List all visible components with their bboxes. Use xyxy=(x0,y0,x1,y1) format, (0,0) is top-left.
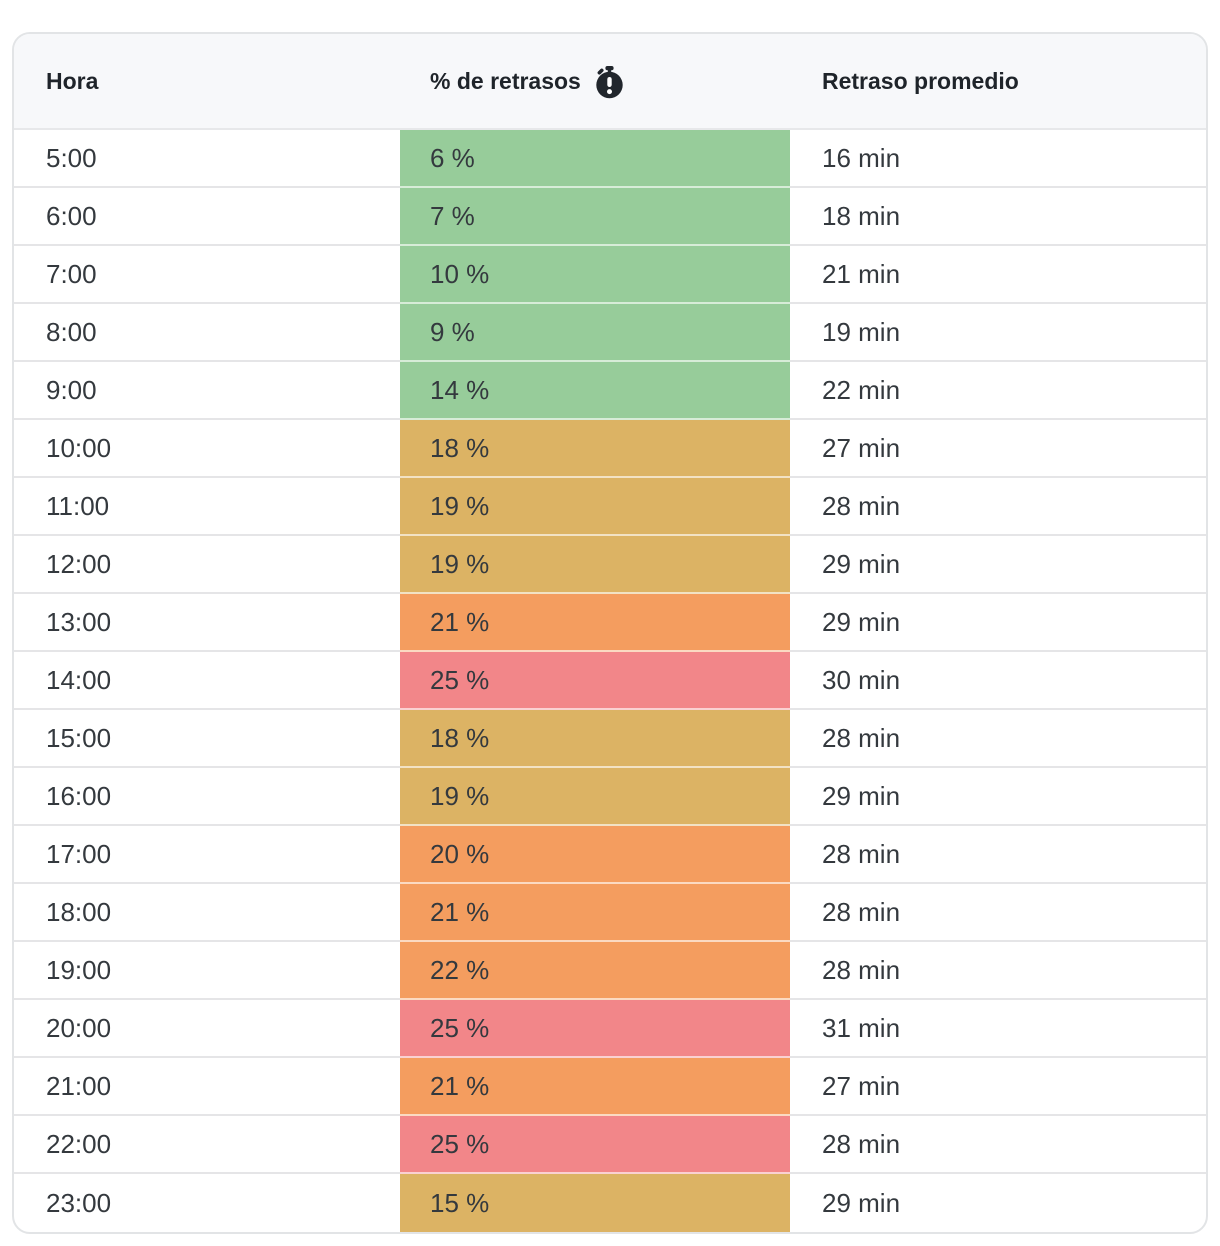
avg-delay-cell: 28 min xyxy=(790,942,1206,1000)
delay-pct-cell: 21 % xyxy=(400,1058,790,1116)
table-row: 9:00 14 % 22 min xyxy=(14,362,1206,420)
hour-cell: 21:00 xyxy=(14,1058,400,1116)
table-row: 11:00 19 % 28 min xyxy=(14,478,1206,536)
table-row: 20:00 25 % 31 min xyxy=(14,1000,1206,1058)
hour-cell: 20:00 xyxy=(14,1000,400,1058)
avg-delay-cell: 28 min xyxy=(790,884,1206,942)
hour-cell: 12:00 xyxy=(14,536,400,594)
delay-pct-cell: 25 % xyxy=(400,652,790,710)
delay-pct-cell: 7 % xyxy=(400,188,790,246)
table-row: 12:00 19 % 29 min xyxy=(14,536,1206,594)
avg-delay-cell: 28 min xyxy=(790,826,1206,884)
table-row: 16:00 19 % 29 min xyxy=(14,768,1206,826)
delay-pct-cell: 15 % xyxy=(400,1174,790,1232)
hour-cell: 9:00 xyxy=(14,362,400,420)
delay-pct-cell: 20 % xyxy=(400,826,790,884)
avg-delay-cell: 30 min xyxy=(790,652,1206,710)
avg-delay-cell: 31 min xyxy=(790,1000,1206,1058)
table-row: 5:00 6 % 16 min xyxy=(14,130,1206,188)
avg-delay-cell: 18 min xyxy=(790,188,1206,246)
delay-pct-cell: 25 % xyxy=(400,1000,790,1058)
table-row: 6:00 7 % 18 min xyxy=(14,188,1206,246)
hour-cell: 18:00 xyxy=(14,884,400,942)
table-row: 15:00 18 % 28 min xyxy=(14,710,1206,768)
avg-delay-cell: 29 min xyxy=(790,594,1206,652)
hour-cell: 22:00 xyxy=(14,1116,400,1174)
avg-delay-cell: 16 min xyxy=(790,130,1206,188)
delay-pct-cell: 9 % xyxy=(400,304,790,362)
hour-cell: 5:00 xyxy=(14,130,400,188)
delay-pct-cell: 19 % xyxy=(400,536,790,594)
avg-delay-cell: 28 min xyxy=(790,478,1206,536)
hour-cell: 10:00 xyxy=(14,420,400,478)
column-header-hora: Hora xyxy=(46,67,99,94)
hour-cell: 11:00 xyxy=(14,478,400,536)
hour-cell: 17:00 xyxy=(14,826,400,884)
delay-pct-cell: 19 % xyxy=(400,768,790,826)
hour-cell: 19:00 xyxy=(14,942,400,1000)
delay-pct-cell: 21 % xyxy=(400,594,790,652)
hour-cell: 13:00 xyxy=(14,594,400,652)
delay-pct-cell: 6 % xyxy=(400,130,790,188)
delay-pct-cell: 18 % xyxy=(400,420,790,478)
delay-pct-cell: 14 % xyxy=(400,362,790,420)
avg-delay-cell: 27 min xyxy=(790,1058,1206,1116)
delay-stats-table-card: Hora % de retrasos xyxy=(12,32,1208,1234)
delay-pct-cell: 25 % xyxy=(400,1116,790,1174)
avg-delay-cell: 19 min xyxy=(790,304,1206,362)
avg-delay-cell: 28 min xyxy=(790,1116,1206,1174)
avg-delay-cell: 22 min xyxy=(790,362,1206,420)
table-row: 21:00 21 % 27 min xyxy=(14,1058,1206,1116)
avg-delay-cell: 28 min xyxy=(790,710,1206,768)
delay-pct-cell: 18 % xyxy=(400,710,790,768)
hour-cell: 8:00 xyxy=(14,304,400,362)
hour-cell: 6:00 xyxy=(14,188,400,246)
delay-pct-cell: 22 % xyxy=(400,942,790,1000)
avg-delay-cell: 29 min xyxy=(790,768,1206,826)
avg-delay-cell: 29 min xyxy=(790,536,1206,594)
stopwatch-alert-icon[interactable] xyxy=(594,65,625,99)
avg-delay-cell: 27 min xyxy=(790,420,1206,478)
table-row: 17:00 20 % 28 min xyxy=(14,826,1206,884)
delay-pct-cell: 10 % xyxy=(400,246,790,304)
table-header-row: Hora % de retrasos xyxy=(14,34,1206,130)
table-row: 18:00 21 % 28 min xyxy=(14,884,1206,942)
column-header-avg-delay: Retraso promedio xyxy=(822,67,1019,94)
table-row: 14:00 25 % 30 min xyxy=(14,652,1206,710)
table-row: 19:00 22 % 28 min xyxy=(14,942,1206,1000)
table-row: 8:00 9 % 19 min xyxy=(14,304,1206,362)
table-row: 13:00 21 % 29 min xyxy=(14,594,1206,652)
hour-cell: 14:00 xyxy=(14,652,400,710)
avg-delay-cell: 29 min xyxy=(822,1187,901,1218)
table-row: 22:00 25 % 28 min xyxy=(14,1116,1206,1174)
table-row: 10:00 18 % 27 min xyxy=(14,420,1206,478)
hour-cell: 23:00 xyxy=(46,1187,112,1218)
hour-cell: 15:00 xyxy=(14,710,400,768)
avg-delay-cell: 21 min xyxy=(790,246,1206,304)
table-row: 23:00 15 % 29 min xyxy=(14,1174,1206,1232)
table-row: 7:00 10 % 21 min xyxy=(14,246,1206,304)
column-header-delay-pct-label: % de retrasos xyxy=(430,67,581,94)
delay-pct-cell: 21 % xyxy=(400,884,790,942)
delay-pct-cell: 19 % xyxy=(400,478,790,536)
hour-cell: 16:00 xyxy=(14,768,400,826)
column-header-delay-pct: % de retrasos xyxy=(400,65,790,98)
hour-cell: 7:00 xyxy=(14,246,400,304)
table-body: 5:00 6 % 16 min 6:00 7 % 18 min 7:00 10 … xyxy=(14,130,1206,1232)
